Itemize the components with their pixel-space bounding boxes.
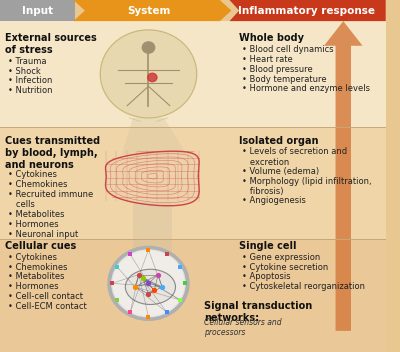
- Polygon shape: [73, 0, 232, 21]
- Text: Inflammatory response: Inflammatory response: [238, 6, 375, 15]
- Bar: [0, 240, 386, 352]
- Text: • Neuronal input: • Neuronal input: [8, 230, 78, 239]
- Bar: [0, 21, 386, 127]
- Text: • Metabolites: • Metabolites: [8, 272, 64, 282]
- Text: • Apoptosis: • Apoptosis: [242, 272, 291, 282]
- Text: • Cytokine secretion: • Cytokine secretion: [242, 263, 328, 272]
- Text: • Hormone and enzyme levels: • Hormone and enzyme levels: [242, 84, 370, 94]
- Text: • Hormones: • Hormones: [8, 220, 58, 229]
- Text: • Cytokines: • Cytokines: [8, 170, 57, 180]
- Text: • Cell-ECM contact: • Cell-ECM contact: [8, 302, 86, 311]
- Circle shape: [142, 42, 155, 53]
- Text: • Cell-cell contact: • Cell-cell contact: [8, 292, 83, 301]
- Text: • Gene expression: • Gene expression: [242, 253, 320, 262]
- Polygon shape: [133, 202, 172, 252]
- Bar: [0, 127, 386, 239]
- Ellipse shape: [125, 269, 176, 304]
- Text: • Body temperature: • Body temperature: [242, 75, 327, 84]
- Text: • Cytoskeletal reorganization: • Cytoskeletal reorganization: [242, 282, 365, 291]
- Circle shape: [100, 30, 197, 118]
- Text: • Heart rate: • Heart rate: [242, 55, 293, 64]
- Text: • Blood pressure: • Blood pressure: [242, 65, 313, 74]
- Text: Input: Input: [22, 6, 53, 15]
- Text: • Angiogenesis: • Angiogenesis: [242, 196, 306, 206]
- Text: Cellular cues: Cellular cues: [5, 241, 76, 251]
- Text: • Infection: • Infection: [8, 76, 52, 86]
- Text: External sources
of stress: External sources of stress: [5, 33, 96, 55]
- Circle shape: [112, 250, 185, 317]
- Text: Single cell: Single cell: [239, 241, 297, 251]
- Text: • Metabolites: • Metabolites: [8, 210, 64, 219]
- Text: • Blood cell dynamics: • Blood cell dynamics: [242, 45, 334, 54]
- Text: • Chemokines: • Chemokines: [8, 180, 67, 189]
- Text: • Shock: • Shock: [8, 67, 40, 76]
- Circle shape: [148, 73, 157, 82]
- Text: • Trauma: • Trauma: [8, 57, 46, 66]
- Polygon shape: [106, 151, 199, 206]
- Polygon shape: [122, 118, 187, 155]
- Text: • Levels of secretion and
   excretion: • Levels of secretion and excretion: [242, 147, 347, 166]
- Text: • Cytokines: • Cytokines: [8, 253, 57, 262]
- Text: • Volume (edema): • Volume (edema): [242, 167, 319, 176]
- Text: Cellular sensors and
processors: Cellular sensors and processors: [204, 318, 282, 337]
- Text: Signal transduction
networks:: Signal transduction networks:: [204, 301, 313, 323]
- Text: System: System: [127, 6, 170, 15]
- Polygon shape: [324, 21, 362, 331]
- Polygon shape: [230, 0, 386, 21]
- Circle shape: [113, 251, 184, 316]
- Text: Isolated organ: Isolated organ: [239, 136, 319, 145]
- Text: • Morphology (lipid infiltration,
   fibrosis): • Morphology (lipid infiltration, fibros…: [242, 177, 372, 196]
- Text: • Recruited immune
   cells: • Recruited immune cells: [8, 190, 93, 209]
- Circle shape: [108, 246, 189, 320]
- Text: • Chemokines: • Chemokines: [8, 263, 67, 272]
- Text: Whole body: Whole body: [239, 33, 304, 43]
- Bar: [0, 0, 75, 21]
- Text: • Hormones: • Hormones: [8, 282, 58, 291]
- Text: • Nutrition: • Nutrition: [8, 86, 52, 95]
- Text: Cues transmitted
by blood, lymph,
and neurons: Cues transmitted by blood, lymph, and ne…: [5, 136, 100, 170]
